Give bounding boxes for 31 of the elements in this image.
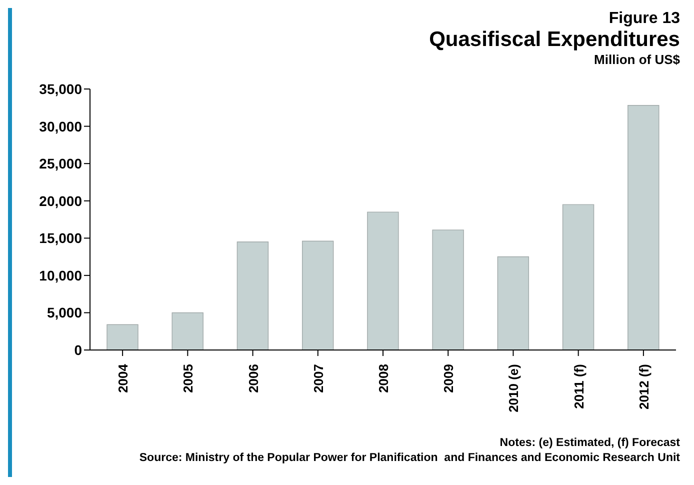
bar xyxy=(367,212,399,350)
x-tick-label: 2012 (f) xyxy=(636,364,652,410)
bar xyxy=(106,324,138,350)
text: Notes: (e) Estimated, (f) Forecast xyxy=(498,436,680,451)
bar xyxy=(497,256,530,350)
y-tick-label: 5,000 xyxy=(46,304,82,321)
bar xyxy=(172,312,204,350)
x-tick-label: 2010 (e) xyxy=(506,364,522,412)
x-tick-label: 2008 xyxy=(376,364,391,393)
x-tick-label: 2004 xyxy=(116,363,131,393)
y-tick-label: 0 xyxy=(74,342,82,358)
x-tick-label: 2011 (f) xyxy=(571,364,586,409)
x-tick-label: 2009 xyxy=(441,364,456,393)
bar xyxy=(302,240,334,350)
x-tick-label: 2006 xyxy=(246,364,261,393)
x-tick-label: 2007 xyxy=(310,364,326,393)
chart-subtitle: Quasifiscal Expenditures xyxy=(429,28,680,52)
bar xyxy=(236,242,269,350)
bar xyxy=(628,105,660,350)
y-axis-title: Million of US$ xyxy=(593,52,680,67)
bar xyxy=(432,230,464,350)
y-tick-label: 35,000 xyxy=(39,80,82,97)
y-tick-label: 30,000 xyxy=(39,118,82,134)
y-tick-label: 25,000 xyxy=(39,156,82,172)
source-note: Source: Ministry of the Popular Power for Planification and Finances and Economic Research Unit xyxy=(139,451,680,466)
x-tick-label: 2005 xyxy=(180,364,196,393)
y-tick-label: 15,000 xyxy=(39,230,82,246)
y-tick-label: 20,000 xyxy=(39,192,82,209)
bar xyxy=(562,204,594,350)
chart-title: Figure 13 xyxy=(608,10,680,28)
y-tick-label: 10,000 xyxy=(39,267,82,284)
